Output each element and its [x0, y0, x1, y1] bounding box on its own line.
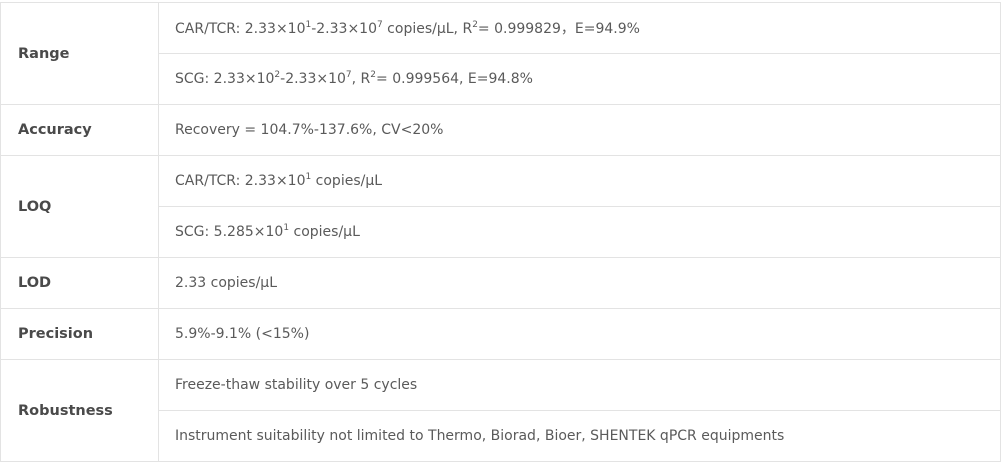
table-row: Range CAR/TCR: 2.33×101-2.33×107 copies/μ… [0, 2, 1001, 105]
value-text: CAR/TCR: 2.33×10 [175, 173, 306, 189]
table-row: Accuracy Recovery = 104.7%-137.6%, CV<20% [0, 104, 1001, 156]
value-text: 2.33 copies/μL [175, 275, 277, 291]
value-text: copies/μL [311, 173, 383, 189]
superscript: 2 [472, 20, 478, 30]
value-text: -2.33×10 [311, 21, 377, 37]
value-cell: Recovery = 104.7%-137.6%, CV<20% [158, 104, 1001, 156]
row-label-accuracy: Accuracy [0, 104, 159, 156]
superscript: 1 [283, 223, 290, 233]
table-row: LOQ CAR/TCR: 2.33×101 copies/μL [0, 155, 1001, 258]
value-cell: Freeze-thaw stability over 5 cycles [158, 359, 1001, 411]
value-text: Freeze-thaw stability over 5 cycles [175, 377, 418, 393]
superscript: 2 [274, 70, 281, 80]
superscript: 1 [305, 20, 312, 30]
value-text: SCG: 2.33×10 [175, 71, 275, 87]
superscript: 1 [305, 172, 312, 182]
value-text: copies/μL [289, 224, 360, 240]
value-text: 5.9%-9.1% (<15%) [175, 326, 310, 342]
value-cell: SCG: 2.33×102-2.33×107, R2= 0.999564, E=… [158, 53, 1001, 105]
value-text: Recovery = 104.7%-137.6%, CV<20% [175, 122, 444, 138]
value-text: Instrument suitability not limited to Th… [175, 428, 785, 444]
row-label-loq: LOQ [0, 155, 159, 258]
value-text: , R [351, 71, 371, 87]
row-label-lod: LOD [0, 257, 159, 309]
value-cell: SCG: 5.285×101 copies/μL [158, 206, 1001, 258]
table-row: SCG: 2.33×102-2.33×107, R2= 0.999564, E=… [1, 53, 1001, 105]
row-label-robustness: Robustness [0, 359, 159, 462]
value-text: = 0.999829，E=94.9% [477, 21, 640, 37]
value-text: -2.33×10 [280, 71, 346, 87]
value-cell: 5.9%-9.1% (<15%) [158, 308, 1001, 360]
value-cell: 2.33 copies/μL [158, 257, 1001, 309]
value-text: copies/μL, R [382, 21, 473, 37]
row-label-range: Range [0, 2, 159, 105]
value-text: SCG: 5.285×10 [175, 224, 284, 240]
table-row: Precision 5.9%-9.1% (<15%) [0, 308, 1001, 360]
superscript: 7 [345, 70, 352, 80]
value-cell: CAR/TCR: 2.33×101 copies/μL [158, 155, 1001, 207]
value-cell: Instrument suitability not limited to Th… [158, 410, 1001, 462]
superscript: 7 [377, 20, 383, 30]
table-row: Robustness Freeze-thaw stability over 5 c… [0, 359, 1001, 462]
table-row: LOD 2.33 copies/μL [0, 257, 1001, 309]
value-cell: CAR/TCR: 2.33×101-2.33×107 copies/μL, R2… [158, 2, 1001, 54]
table-row: SCG: 5.285×101 copies/μL [1, 206, 1001, 258]
value-text: CAR/TCR: 2.33×10 [175, 21, 306, 37]
row-label-precision: Precision [0, 308, 159, 360]
value-text: = 0.999564, E=94.8% [376, 71, 533, 87]
superscript: 2 [370, 70, 377, 80]
table-row: Instrument suitability not limited to Th… [1, 410, 1001, 462]
